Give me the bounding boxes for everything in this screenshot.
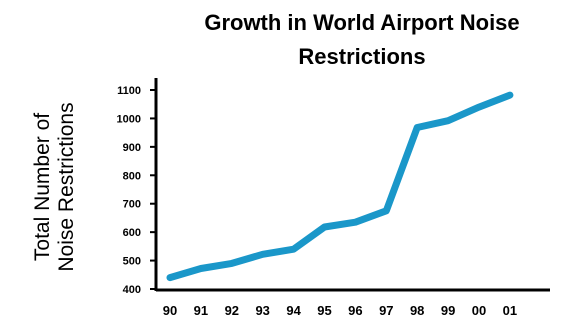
y-tick-label: 800 <box>123 170 141 182</box>
data-point <box>354 221 356 223</box>
y-tick-label: 400 <box>123 284 141 296</box>
x-tick-label: 00 <box>472 303 486 318</box>
y-axis-label-line-2: Noise Restrictions <box>55 102 78 271</box>
data-point <box>416 127 418 129</box>
data-point <box>509 94 511 96</box>
data-point <box>324 226 325 228</box>
x-tick-label: 93 <box>255 303 269 318</box>
data-point <box>262 253 264 255</box>
x-tick-label: 97 <box>379 303 393 318</box>
chart-title-line-2: Restrictions <box>298 44 425 69</box>
y-axis-label-line-1: Total Number of <box>31 113 54 261</box>
y-ticks: 400 500 600 700 800 900 1000 1100 <box>117 85 156 296</box>
chart-title-line-1: Growth in World Airport Noise <box>204 10 519 35</box>
y-tick-label: 600 <box>123 227 141 239</box>
data-point <box>478 106 480 108</box>
y-tick-label: 700 <box>123 199 141 211</box>
data-point <box>293 248 295 250</box>
x-tick-label: 92 <box>225 303 239 318</box>
x-tick-label: 94 <box>286 303 301 318</box>
series-line <box>166 91 514 282</box>
data-point <box>231 262 233 264</box>
x-tick-label: 98 <box>410 303 424 318</box>
data-points <box>169 94 511 279</box>
data-point <box>385 210 387 212</box>
x-tick-label: 99 <box>441 303 455 318</box>
y-tick-label: 1000 <box>117 113 141 125</box>
x-tick-label: 95 <box>317 303 331 318</box>
x-tick-label: 96 <box>348 303 362 318</box>
data-point <box>200 268 202 270</box>
data-point <box>447 120 449 122</box>
data-point <box>169 277 171 279</box>
x-tick-label: 01 <box>503 303 517 318</box>
y-tick-label: 900 <box>123 142 141 154</box>
y-tick-label: 1100 <box>117 85 141 97</box>
x-tick-label: 91 <box>194 303 208 318</box>
x-tick-label: 90 <box>163 303 177 318</box>
x-ticks: 90 91 92 93 94 95 96 97 98 99 00 01 <box>163 303 517 318</box>
y-tick-label: 500 <box>123 256 141 268</box>
